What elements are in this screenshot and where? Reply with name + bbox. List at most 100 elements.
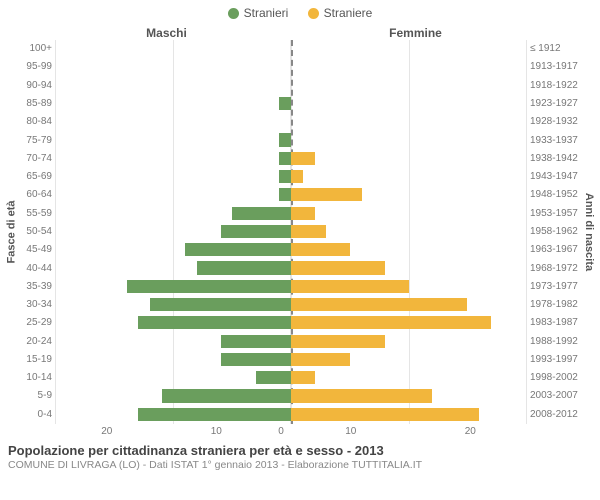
bar-female [291, 280, 409, 293]
year-label: 1978-1982 [530, 299, 582, 310]
age-label: 80-84 [18, 116, 52, 127]
age-label: 100+ [18, 43, 52, 54]
pyramid-row [56, 149, 526, 167]
bar-female [291, 408, 479, 421]
pyramid-row [56, 350, 526, 368]
pyramid-row [56, 58, 526, 76]
bar-female [291, 298, 467, 311]
y-axis-title-left-text: Fasce di età [5, 200, 17, 263]
pyramid-row [56, 131, 526, 149]
header-males: Maschi [42, 26, 291, 40]
pyramid-row [56, 314, 526, 332]
legend-item-females: Straniere [308, 6, 373, 20]
legend-label-females: Straniere [324, 6, 373, 20]
pyramid-plot [56, 40, 526, 424]
age-label: 40-44 [18, 263, 52, 274]
legend-swatch-males [228, 8, 239, 19]
age-label: 35-39 [18, 281, 52, 292]
age-label: 75-79 [18, 135, 52, 146]
age-label: 0-4 [18, 409, 52, 420]
bar-male [279, 97, 291, 110]
year-label: 1958-1962 [530, 226, 582, 237]
age-label: 60-64 [18, 189, 52, 200]
age-label: 5-9 [18, 390, 52, 401]
x-axis-left: 20100 [52, 426, 291, 437]
year-label: 1953-1957 [530, 208, 582, 219]
year-label: 1988-1992 [530, 336, 582, 347]
age-label: 70-74 [18, 153, 52, 164]
y-axis-title-right: Anni di nascita [582, 40, 596, 424]
pyramid-row [56, 259, 526, 277]
pyramid-row [56, 94, 526, 112]
pyramid-row [56, 277, 526, 295]
age-label: 15-19 [18, 354, 52, 365]
pyramid-row [56, 167, 526, 185]
legend-item-males: Stranieri [228, 6, 289, 20]
bar-female [291, 188, 362, 201]
bar-male [138, 408, 291, 421]
pyramid-row [56, 186, 526, 204]
year-label: 1933-1937 [530, 135, 582, 146]
header-females: Femmine [291, 26, 540, 40]
pyramid-row [56, 295, 526, 313]
y-axis-title-right-text: Anni di nascita [583, 192, 595, 270]
pyramid-row [56, 241, 526, 259]
bar-female [291, 243, 350, 256]
bar-female [291, 207, 315, 220]
year-label: 1918-1922 [530, 80, 582, 91]
bar-male [197, 261, 291, 274]
year-label: 2003-2007 [530, 390, 582, 401]
age-label: 25-29 [18, 317, 52, 328]
age-label: 90-94 [18, 80, 52, 91]
age-label: 50-54 [18, 226, 52, 237]
year-label: 1993-1997 [530, 354, 582, 365]
bar-female [291, 152, 315, 165]
year-label: 1913-1917 [530, 61, 582, 72]
year-label: 1943-1947 [530, 171, 582, 182]
age-labels-column: 100+95-9990-9485-8980-8475-7970-7465-696… [18, 40, 56, 424]
legend-label-males: Stranieri [244, 6, 289, 20]
pyramid-row [56, 405, 526, 423]
year-label: 1963-1967 [530, 244, 582, 255]
x-tick: 10 [162, 426, 272, 437]
age-label: 85-89 [18, 98, 52, 109]
bar-male [279, 133, 291, 146]
y-axis-title-left: Fasce di età [4, 40, 18, 424]
year-label: 1973-1977 [530, 281, 582, 292]
age-label: 30-34 [18, 299, 52, 310]
bar-male [221, 335, 292, 348]
x-tick: 20 [411, 426, 531, 437]
pyramid-row [56, 113, 526, 131]
legend-swatch-females [308, 8, 319, 19]
pyramid-row [56, 332, 526, 350]
chart-area: Fasce di età 100+95-9990-9485-8980-8475-… [0, 40, 600, 424]
bar-female [291, 316, 491, 329]
bar-female [291, 261, 385, 274]
chart-title: Popolazione per cittadinanza straniera p… [8, 443, 592, 458]
year-label: 1928-1932 [530, 116, 582, 127]
year-label: 1948-1952 [530, 189, 582, 200]
pyramid-row [56, 387, 526, 405]
chart-footer: Popolazione per cittadinanza straniera p… [0, 437, 600, 471]
chart-subtitle: COMUNE DI LIVRAGA (LO) - Dati ISTAT 1° g… [8, 459, 592, 471]
panel-headers: Maschi Femmine [0, 26, 600, 40]
pyramid-row [56, 222, 526, 240]
bar-female [291, 335, 385, 348]
age-label: 20-24 [18, 336, 52, 347]
year-label: 1923-1927 [530, 98, 582, 109]
bar-male [138, 316, 291, 329]
bar-male [127, 280, 292, 293]
age-label: 10-14 [18, 372, 52, 383]
bar-male [232, 207, 291, 220]
bar-male [185, 243, 291, 256]
bar-female [291, 371, 315, 384]
x-axis: 20100 10 20 [0, 426, 600, 437]
pyramid-row [56, 369, 526, 387]
year-label: 1983-1987 [530, 317, 582, 328]
bar-male [256, 371, 291, 384]
year-label: ≤ 1912 [530, 43, 582, 54]
bar-male [279, 152, 291, 165]
age-label: 55-59 [18, 208, 52, 219]
bar-male [279, 170, 291, 183]
pyramid-row [56, 40, 526, 58]
